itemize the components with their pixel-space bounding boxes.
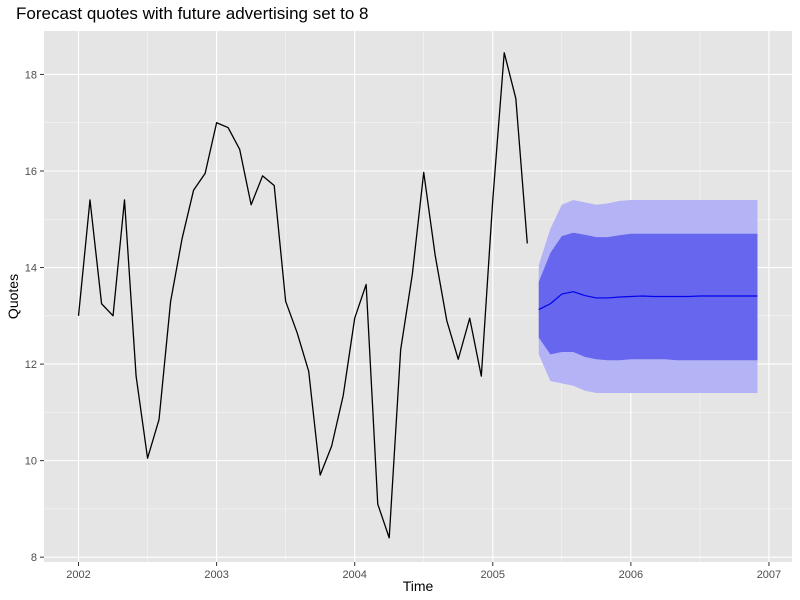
x-axis-ticks: 2002 2003 2004 2005 2006 2007 bbox=[66, 562, 781, 581]
x-axis-title: Time bbox=[403, 578, 434, 594]
x-tick-label: 2005 bbox=[481, 569, 505, 581]
x-tick-label: 2003 bbox=[204, 569, 228, 581]
y-tick-label: 12 bbox=[25, 359, 37, 371]
y-tick-label: 14 bbox=[25, 263, 37, 275]
y-tick-label: 8 bbox=[31, 552, 37, 564]
y-axis-title: Quotes bbox=[5, 274, 21, 319]
x-tick-label: 2004 bbox=[342, 569, 366, 581]
x-tick-label: 2007 bbox=[757, 569, 781, 581]
history-line bbox=[77, 52, 528, 539]
forecast-line bbox=[538, 291, 758, 311]
y-tick-label: 18 bbox=[25, 69, 37, 81]
y-axis-ticks: 8 10 12 14 16 18 bbox=[25, 69, 44, 564]
x-tick-label: 2006 bbox=[619, 569, 643, 581]
y-tick-label: 16 bbox=[25, 166, 37, 178]
x-tick-label: 2002 bbox=[66, 569, 90, 581]
chart-title: Forecast quotes with future advertising … bbox=[16, 4, 369, 23]
series-lines bbox=[77, 52, 758, 539]
y-tick-label: 10 bbox=[25, 456, 37, 468]
